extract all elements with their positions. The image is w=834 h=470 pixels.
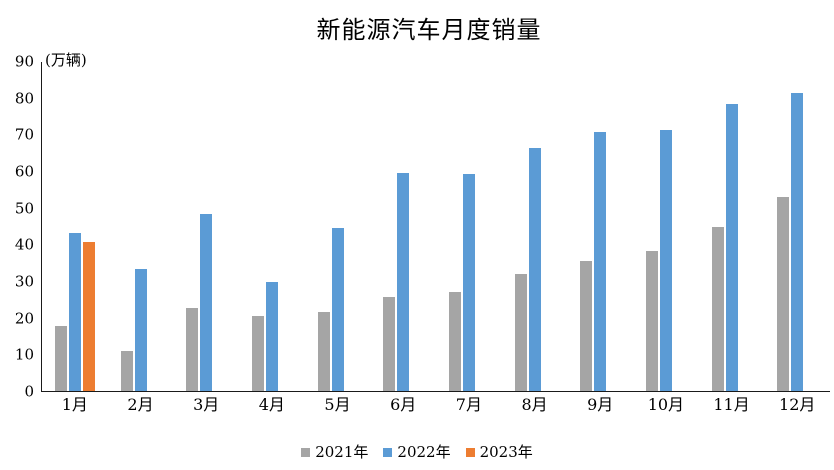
bar-group-4月 <box>239 62 305 391</box>
bar-2021年-7月 <box>448 291 461 391</box>
x-tick-label: 3月 <box>193 395 220 414</box>
bar-group-8月 <box>502 62 568 391</box>
bar-2022年-7月 <box>462 174 475 391</box>
y-tick-label: 10 <box>14 345 34 364</box>
x-tick-label: 6月 <box>390 395 417 414</box>
x-tick-label: 8月 <box>521 395 548 414</box>
bar-2022年-6月 <box>397 173 410 391</box>
bar-2021年-6月 <box>383 297 396 391</box>
bar-2022年-12月 <box>791 93 804 391</box>
bar-2021年-5月 <box>317 311 330 391</box>
legend-label: 2023年 <box>479 443 533 461</box>
legend-item-2023年: 2023年 <box>465 443 533 461</box>
bar-2023年-1月 <box>82 241 95 391</box>
bar-2022年-9月 <box>594 132 607 391</box>
y-tick-label: 30 <box>14 272 34 291</box>
y-axis-unit-label: (万辆) <box>45 51 87 69</box>
bar-groups <box>42 62 830 391</box>
bar-group-9月 <box>567 62 633 391</box>
legend-label: 2022年 <box>397 443 451 461</box>
bar-2021年-3月 <box>186 308 199 391</box>
bar-group-11月 <box>699 62 765 391</box>
bar-2022年-8月 <box>528 147 541 391</box>
bar-2022年-10月 <box>659 130 672 391</box>
bar-2021年-9月 <box>580 260 593 391</box>
plot-area: 1月 2月 3月 4月 5月 6月 7月 8月 9月 10月 11月 12月 <box>41 62 830 413</box>
x-tick-label: 11月 <box>713 395 750 414</box>
bar-group-3月 <box>173 62 239 391</box>
bar-2021年-11月 <box>711 226 724 391</box>
bar-2022年-2月 <box>134 268 147 391</box>
bar-group-5月 <box>305 62 371 391</box>
bar-2022年-4月 <box>265 281 278 391</box>
bar-group-6月 <box>370 62 436 391</box>
legend-item-2022年: 2022年 <box>383 443 451 461</box>
bar-2022年-1月 <box>68 233 81 391</box>
y-tick-label: 20 <box>14 309 34 328</box>
bar-group-1月 <box>42 62 108 391</box>
bar-group-10月 <box>633 62 699 391</box>
bar-2022年-11月 <box>725 103 738 391</box>
legend-label: 2021年 <box>315 443 369 461</box>
bar-group-2月 <box>108 62 174 391</box>
bar-2021年-10月 <box>645 251 658 391</box>
x-tick-label: 2月 <box>127 395 154 414</box>
legend-swatch-icon <box>383 448 393 457</box>
x-tick-label: 9月 <box>587 395 614 414</box>
bar-2021年-1月 <box>54 325 67 391</box>
legend-item-2021年: 2021年 <box>301 445 368 460</box>
y-tick-label: 90 <box>14 52 34 71</box>
legend-swatch-icon <box>301 448 311 457</box>
x-tick-label: 12月 <box>779 395 816 414</box>
x-tick-label: 10月 <box>647 395 685 414</box>
x-tick-label: 1月 <box>61 395 88 414</box>
y-tick-label: 80 <box>14 89 34 108</box>
x-axis-labels: 1月 2月 3月 4月 5月 6月 7月 8月 9月 10月 11月 12月 <box>42 397 830 413</box>
bar-2022年-3月 <box>200 214 213 391</box>
bar-2021年-12月 <box>777 196 790 391</box>
y-tick-label: 60 <box>14 162 34 181</box>
bar-2021年-2月 <box>120 350 133 391</box>
y-axis-tick-labels: 0 10 20 30 40 50 60 70 80 90 <box>0 54 34 399</box>
bar-2022年-5月 <box>331 227 344 391</box>
legend-swatch-icon <box>465 448 475 457</box>
x-tick-label: 5月 <box>324 395 351 414</box>
x-tick-label: 4月 <box>258 395 285 414</box>
y-tick-label: 40 <box>14 235 34 254</box>
legend: 2021年 2022年 2023年 <box>0 445 834 460</box>
bar-2021年-4月 <box>251 315 264 391</box>
y-tick-label: 70 <box>14 125 34 144</box>
bar-group-7月 <box>436 62 502 391</box>
y-tick-label: 50 <box>14 199 34 218</box>
x-tick-label: 7月 <box>455 395 482 414</box>
y-tick-label: 0 <box>24 382 34 401</box>
chart-title: 新能源汽车月度销量 <box>316 16 542 44</box>
bar-group-12月 <box>764 62 830 391</box>
bar-2021年-8月 <box>514 273 527 391</box>
